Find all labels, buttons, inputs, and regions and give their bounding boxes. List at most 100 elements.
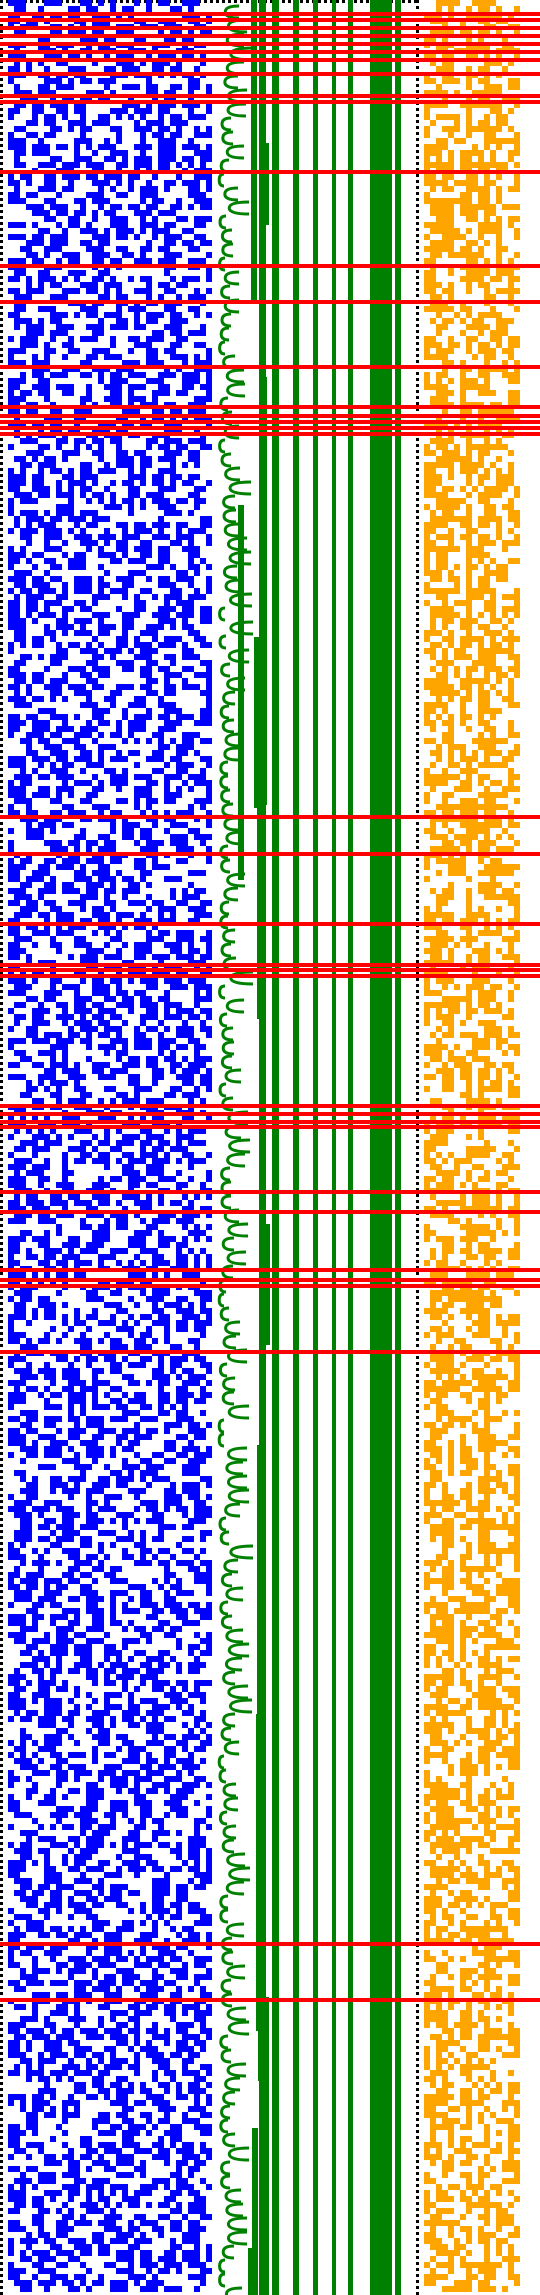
blue-bit-cell — [128, 1398, 146, 1404]
blue-bit-cell — [98, 468, 116, 474]
blue-bit-cell — [86, 1326, 92, 1332]
blue-bit-cell — [74, 2178, 86, 2184]
blue-bit-cell — [62, 822, 74, 828]
divider-dotted-border-dot — [416, 258, 419, 261]
blue-bit-cell — [26, 2064, 32, 2070]
divider-dotted-border-dot — [416, 1704, 419, 1707]
blue-bit-cell — [110, 1596, 116, 1602]
blue-bit-cell — [50, 762, 56, 768]
blue-bit-cell — [20, 1542, 26, 1548]
blue-bit-cell — [206, 858, 212, 864]
orange-bit-cell — [436, 1404, 442, 1410]
orange-bit-cell — [430, 204, 436, 210]
divider-dotted-border-dot — [416, 2196, 419, 2199]
blue-bit-cell — [134, 1392, 146, 1398]
orange-bit-cell — [430, 1428, 436, 1434]
blue-bit-cell — [32, 1620, 38, 1626]
blue-bit-cell — [50, 1956, 56, 1962]
blue-bit-cell — [44, 1518, 56, 1524]
orange-bit-cell — [424, 2262, 430, 2268]
blue-bit-cell — [8, 2262, 14, 2268]
blue-bit-cell — [80, 1092, 92, 1098]
divider-dotted-border-dot — [416, 882, 419, 885]
blue-bit-cell — [140, 1260, 146, 1266]
left-dotted-border-dot — [0, 1692, 3, 1695]
blue-bit-cell — [128, 1332, 134, 1338]
blue-bit-cell — [134, 120, 140, 126]
blue-bit-cell — [182, 1860, 188, 1866]
blue-bit-cell — [14, 186, 20, 192]
blue-bit-cell — [182, 1926, 194, 1932]
blue-bit-cell — [92, 1746, 98, 1752]
blue-bit-cell — [176, 1662, 182, 1668]
blue-bit-cell — [206, 1932, 212, 1938]
blue-bit-cell — [98, 2070, 110, 2076]
blue-bit-cell — [8, 1698, 26, 1704]
orange-bit-cell — [430, 1326, 436, 1332]
blue-bit-cell — [176, 1986, 182, 1992]
blue-bit-cell — [86, 1950, 92, 1956]
left-dotted-border-dot — [0, 1452, 3, 1455]
divider-dotted-border-dot — [416, 270, 419, 273]
blue-bit-cell — [194, 1776, 206, 1782]
blue-bit-cell — [188, 258, 206, 264]
blue-bit-cell — [176, 1884, 188, 1890]
blue-bit-cell — [56, 1638, 74, 1644]
blue-bit-cell — [152, 750, 164, 756]
blue-bit-cell — [134, 1782, 140, 1788]
blue-bit-cell — [92, 1956, 110, 1962]
left-dotted-border-dot — [0, 1008, 3, 1011]
blue-bit-cell — [164, 2184, 170, 2190]
blue-bit-cell — [8, 2220, 20, 2226]
blue-bit-cell — [128, 2028, 140, 2034]
blue-bit-cell — [128, 1830, 140, 1836]
blue-bit-cell — [188, 1644, 200, 1650]
blue-bit-cell — [44, 2160, 62, 2166]
blue-bit-cell — [56, 1962, 68, 1968]
blue-bit-cell — [164, 1758, 170, 1764]
blue-bit-cell — [122, 1848, 140, 1854]
blue-bit-cell — [32, 1752, 38, 1758]
orange-bit-cell — [430, 846, 436, 852]
blue-bit-cell — [134, 774, 152, 780]
tree-bracket-curve — [222, 1376, 236, 1392]
blue-bit-cell — [152, 390, 170, 396]
divider-dotted-border-dot — [416, 2094, 419, 2097]
divider-dotted-border-dot — [416, 1128, 419, 1131]
divider-dotted-border-dot — [416, 690, 419, 693]
blue-bit-cell — [74, 1692, 80, 1698]
blue-bit-cell — [200, 2046, 206, 2052]
blue-bit-cell — [98, 2022, 104, 2028]
divider-dotted-border-dot — [416, 1920, 419, 1923]
blue-bit-cell — [14, 516, 20, 522]
divider-dotted-border-dot — [416, 2022, 419, 2025]
blue-bit-cell — [182, 1272, 200, 1278]
blue-bit-cell — [56, 924, 62, 930]
blue-bit-cell — [62, 882, 74, 888]
blue-bit-cell — [14, 1536, 32, 1542]
blue-bit-cell — [188, 2202, 206, 2208]
blue-bit-cell — [86, 1626, 104, 1632]
blue-bit-cell — [206, 1590, 212, 1596]
blue-bit-cell — [98, 2196, 110, 2202]
blue-bit-cell — [56, 792, 62, 798]
blue-bit-cell — [62, 1116, 80, 1122]
blue-bit-cell — [146, 6, 152, 12]
blue-bit-cell — [68, 1710, 80, 1716]
blue-bit-cell — [8, 600, 20, 606]
blue-bit-cell — [176, 2268, 182, 2274]
left-dotted-border-dot — [0, 1860, 3, 1863]
blue-bit-cell — [134, 1200, 152, 1206]
divider-dotted-border-dot — [416, 588, 419, 591]
blue-bit-cell — [68, 66, 86, 72]
left-dotted-border-dot — [0, 2064, 3, 2067]
left-dotted-border-dot — [0, 2022, 3, 2025]
orange-bit-cell — [424, 2148, 430, 2154]
blue-bit-cell — [128, 510, 134, 516]
blue-bit-cell — [38, 1302, 56, 1308]
blue-bit-cell — [152, 858, 158, 864]
blue-bit-cell — [20, 2016, 38, 2022]
blue-bit-cell — [116, 2268, 134, 2274]
blue-bit-cell — [158, 2148, 170, 2154]
left-dotted-border-dot — [0, 24, 3, 27]
